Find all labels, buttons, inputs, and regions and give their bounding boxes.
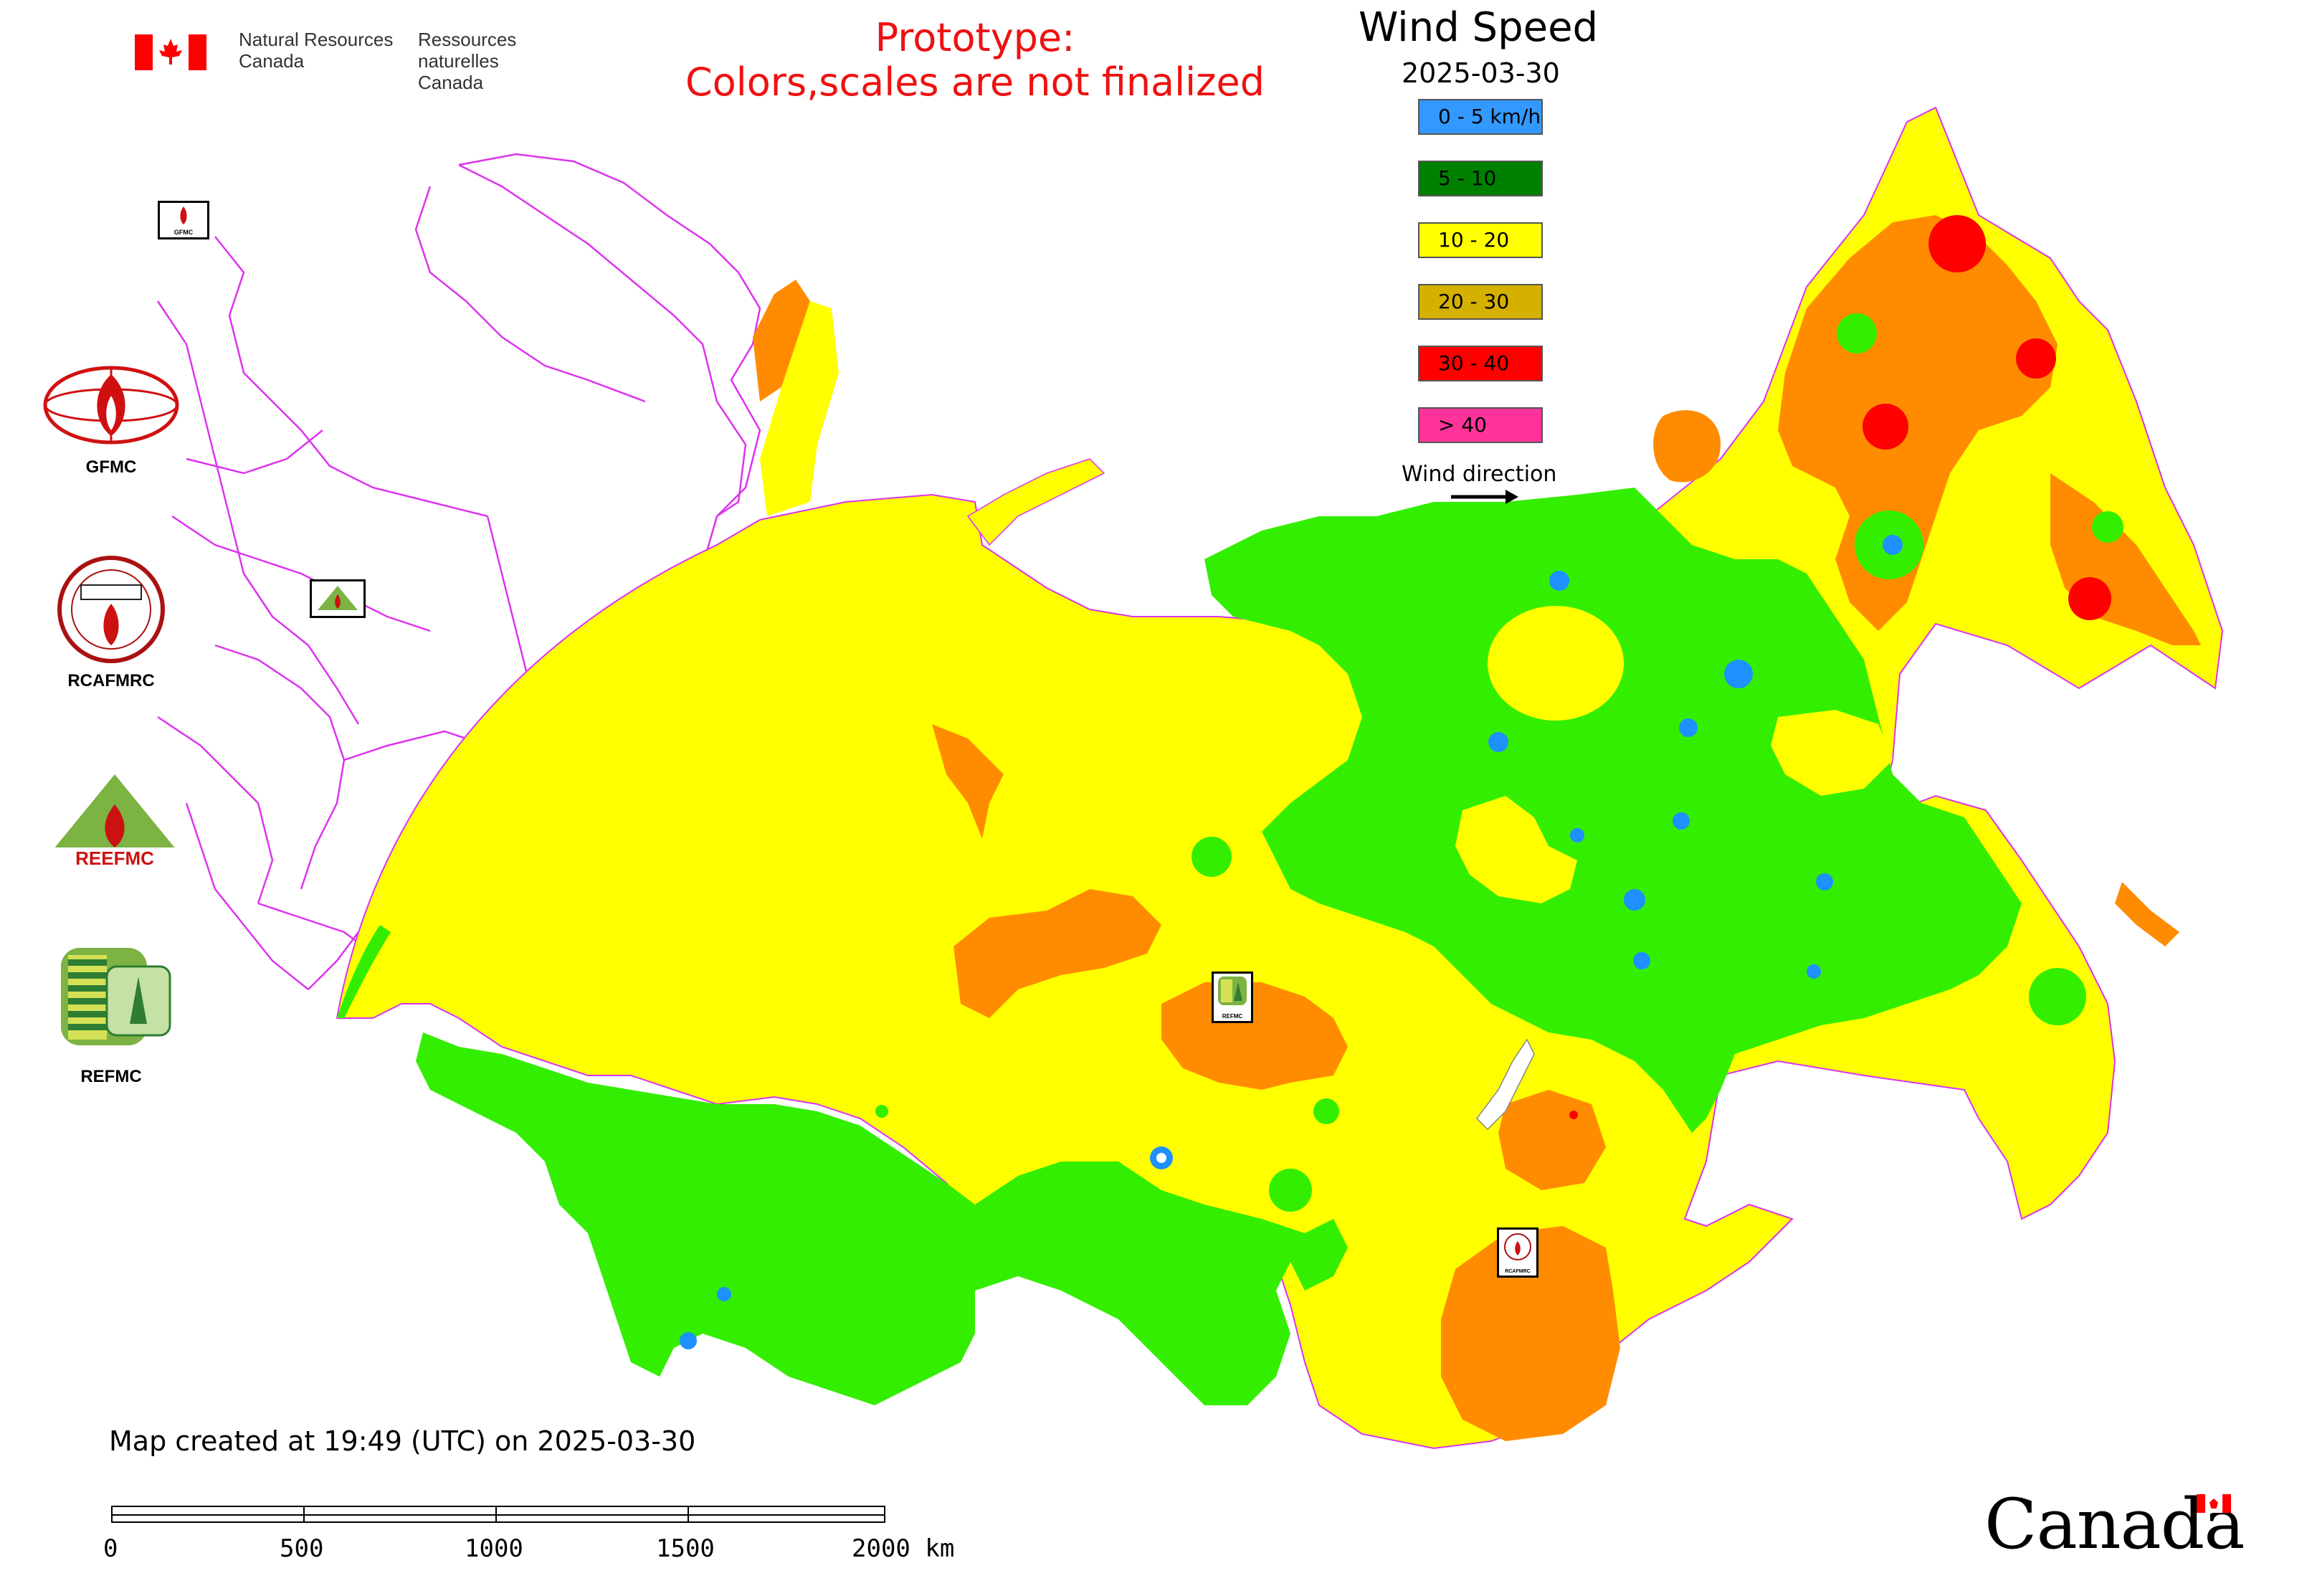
zone-very-strong-2	[1863, 404, 1908, 450]
zone-light-spot-7	[2029, 968, 2086, 1025]
zone-very-strong-5	[1569, 1111, 1578, 1119]
zone-strong-okhotsk	[1653, 410, 1721, 483]
reefmc-logo-icon	[39, 774, 191, 866]
scale-label-0: 0	[103, 1534, 118, 1563]
legend-label-light: 5 - 10	[1438, 166, 1497, 190]
org-label-gfmc: GFMC	[85, 457, 137, 477]
legend-item-very-strong: 30 - 40	[1418, 346, 1543, 381]
zone-strong-sakhalin	[2115, 882, 2179, 946]
scandinavia-outline	[458, 163, 747, 518]
zone-light-spot-6	[1313, 1098, 1339, 1124]
zone-strong-center-2	[1161, 982, 1348, 1090]
zone-strong-mongolia	[1441, 1226, 1620, 1441]
prototype-notice: Prototype: Colors,scales are not finaliz…	[631, 16, 1319, 105]
prototype-notice-line2: Colors,scales are not finalized	[685, 60, 1265, 105]
zone-very-strong-1	[1928, 215, 1986, 272]
gfmc-marker-text: GFMC	[173, 229, 194, 236]
legend-label-extreme: > 40	[1438, 413, 1487, 437]
org-rcafmrc: RCAFMRC	[39, 552, 183, 695]
zone-moderate-island-2	[1455, 796, 1577, 903]
map-title: Wind Speed	[1359, 4, 1599, 51]
government-name-en: Natural Resources Canada	[239, 29, 394, 72]
refmc-marker-icon	[1218, 977, 1247, 1005]
rcafmrc-marker-text: RCAFMRC	[1505, 1269, 1531, 1274]
map-date: 2025-03-30	[1402, 57, 1560, 89]
scale-label-500: 500	[280, 1534, 324, 1563]
zone-light-spot-4	[1192, 837, 1232, 877]
org-reefmc: REEFMC	[36, 767, 194, 875]
scale-label-1000: 1000	[465, 1534, 523, 1563]
legend-item-moderate: 10 - 20	[1418, 222, 1543, 258]
gfmc-marker-icon	[180, 206, 187, 224]
legend-item-light: 5 - 10	[1418, 161, 1543, 196]
zone-light-spot-8	[875, 1105, 888, 1118]
org-label-rcafmrc: RCAFMRC	[67, 671, 155, 690]
gfmc-logo-icon	[43, 366, 179, 445]
wind-direction-arrow-icon	[1451, 490, 1518, 504]
org-refmc: REFMC	[39, 945, 183, 1088]
zone-calm-spots	[680, 535, 1903, 1349]
map-marker-rcafmrc[interactable]: RCAFMRC	[1497, 1227, 1538, 1278]
calm-spot-ring	[1156, 1153, 1166, 1163]
canada-wordmark: Canada	[1984, 1484, 2245, 1570]
prototype-notice-line1: Prototype:	[875, 15, 1075, 60]
scale-bar	[111, 1506, 885, 1523]
zone-light-west	[337, 925, 391, 1018]
refmc-marker-text: REFMC	[1222, 1013, 1243, 1020]
zone-strong-center-1	[953, 889, 1161, 1018]
reefmc-logo-text: REEFMC	[75, 847, 154, 869]
legend-label-very-strong: 30 - 40	[1438, 351, 1510, 375]
zone-kola	[753, 280, 810, 402]
zone-light-spot-1	[1837, 313, 1877, 353]
map-marker-reefmc[interactable]	[310, 579, 366, 618]
zone-moderate-island-1	[1488, 606, 1624, 721]
government-name-fr: Ressources naturelles Canada	[418, 29, 517, 93]
org-label-refmc: REFMC	[80, 1067, 142, 1086]
legend-item-calm: 0 - 5 km/h	[1418, 99, 1543, 135]
map-marker-gfmc[interactable]: GFMC	[158, 201, 209, 239]
zone-light-spot-3	[2092, 511, 2123, 543]
novaya-zemlya	[966, 458, 1105, 546]
canada-wordmark-flag-icon	[2197, 1494, 2231, 1513]
org-gfmc: GFMC	[39, 358, 183, 480]
zone-strong-baikal	[1498, 1090, 1606, 1190]
zone-kola-yellow	[760, 301, 839, 516]
zone-very-strong-4	[2068, 577, 2111, 620]
legend-label-calm: 0 - 5 km/h	[1438, 105, 1541, 128]
legend-label-strong: 20 - 30	[1438, 290, 1510, 313]
rcafmrc-logo-icon	[57, 556, 165, 663]
zone-strong-ural	[932, 724, 1004, 839]
zone-light-south	[416, 1032, 1348, 1405]
map-marker-refmc[interactable]: REFMC	[1212, 972, 1253, 1023]
zone-moderate-island-3	[1771, 710, 1893, 796]
government-signature: Natural Resources Canada Ressources natu…	[135, 29, 601, 93]
wind-direction-label: Wind direction	[1402, 462, 1557, 487]
rcafmrc-marker-icon	[1504, 1233, 1531, 1260]
legend-item-strong: 20 - 30	[1418, 284, 1543, 320]
legend-label-moderate: 10 - 20	[1438, 228, 1510, 252]
lake-baikal	[1476, 1038, 1535, 1131]
reefmc-marker-icon	[318, 586, 358, 610]
scale-label-1500: 1500	[656, 1534, 715, 1563]
zone-light-spot-5	[1269, 1169, 1312, 1212]
zone-very-strong-3	[2016, 338, 2056, 379]
refmc-logo-icon	[61, 948, 171, 1045]
scale-label-2000: 2000 km	[852, 1534, 955, 1563]
legend-item-extreme: > 40	[1418, 407, 1543, 443]
map-created-timestamp: Map created at 19:49 (UTC) on 2025-03-30	[109, 1425, 696, 1457]
canada-flag-icon	[135, 34, 206, 70]
